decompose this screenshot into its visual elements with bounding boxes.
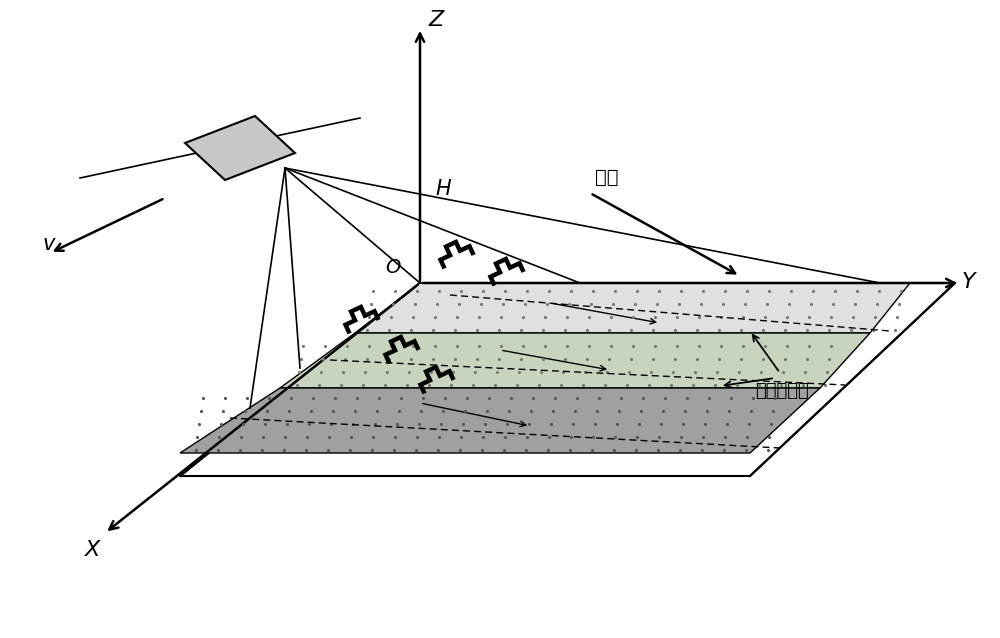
Polygon shape (180, 283, 955, 476)
Text: H: H (435, 179, 451, 200)
Text: v: v (42, 234, 54, 254)
Text: Z: Z (428, 10, 443, 30)
Polygon shape (185, 116, 295, 180)
Text: Y: Y (962, 272, 976, 292)
Text: 发射: 发射 (595, 168, 618, 187)
Text: O: O (385, 258, 400, 277)
Polygon shape (355, 283, 910, 333)
Polygon shape (280, 333, 870, 388)
Text: 方位子场景: 方位子场景 (755, 382, 809, 400)
Text: X: X (85, 540, 100, 560)
Polygon shape (180, 388, 820, 453)
